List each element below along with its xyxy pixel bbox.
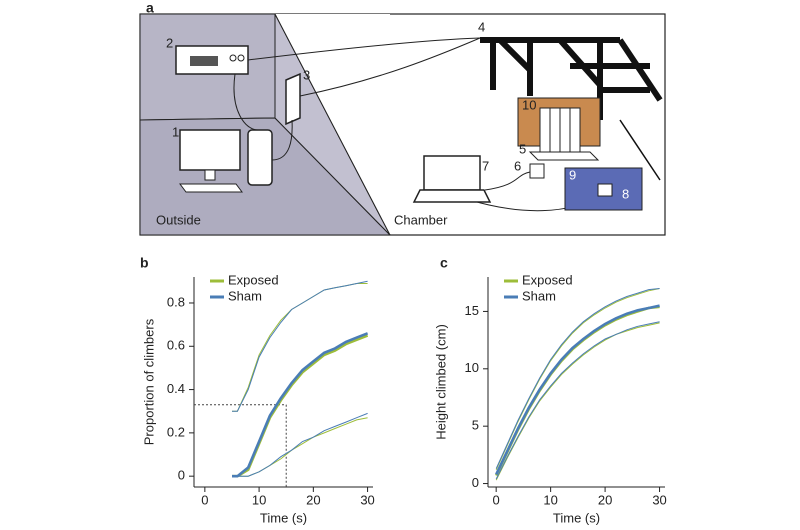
item-label: 7 — [482, 158, 489, 173]
item-label: 3 — [303, 67, 310, 82]
x-axis-label: Time (s) — [260, 510, 307, 525]
keyboard — [179, 183, 243, 193]
laptop-base — [412, 189, 492, 203]
legend-label: Exposed — [228, 272, 279, 287]
item-label: 6 — [514, 158, 521, 173]
x-axis-label: Time (s) — [553, 510, 600, 525]
x-tick-label: 0 — [201, 492, 208, 507]
item-label: 5 — [519, 141, 526, 156]
panel-label: a — [146, 0, 154, 16]
panel-label: b — [140, 255, 149, 271]
y-tick-label: 0.8 — [167, 294, 185, 309]
series-line — [495, 304, 660, 475]
x-tick-label: 30 — [360, 492, 374, 507]
legend-label: Sham — [228, 288, 262, 303]
amplifier — [285, 72, 301, 126]
x-tick-label: 0 — [493, 492, 500, 507]
y-tick-label: 0 — [178, 468, 185, 483]
generator-display — [190, 56, 218, 66]
wall-edge — [274, 13, 391, 236]
band-line — [495, 288, 660, 471]
knob — [237, 54, 245, 62]
y-tick-label: 0.4 — [167, 381, 185, 396]
y-tick-label: 0.2 — [167, 424, 185, 439]
x-tick-label: 10 — [252, 492, 266, 507]
tube-rack — [528, 107, 600, 161]
cable — [271, 119, 293, 161]
item-label: 9 — [569, 167, 576, 182]
series-line — [495, 305, 660, 477]
item-label: 2 — [166, 35, 173, 50]
y-tick-label: 0 — [472, 475, 479, 490]
panel-label: c — [440, 255, 448, 271]
cable — [484, 171, 531, 191]
x-tick-label: 20 — [306, 492, 320, 507]
cable — [299, 37, 481, 97]
pc-tower — [247, 129, 273, 186]
item-label: 4 — [478, 19, 485, 34]
y-axis-label: Height climbed (cm) — [433, 324, 448, 440]
series-line — [232, 332, 369, 478]
legend-label: Exposed — [522, 272, 573, 287]
cable — [233, 73, 259, 131]
y-tick-label: 5 — [472, 418, 479, 433]
chamber-edge — [619, 119, 661, 181]
band-line — [495, 321, 660, 480]
y-tick-label: 0.6 — [167, 338, 185, 353]
region-label: Chamber — [394, 212, 448, 227]
monitor — [179, 129, 241, 171]
knob — [229, 54, 237, 62]
legend-label: Sham — [522, 288, 556, 303]
band-line — [232, 412, 368, 477]
x-tick-label: 10 — [543, 492, 557, 507]
cable — [247, 37, 481, 61]
y-axis-label: Proportion of climbers — [141, 318, 156, 445]
x-tick-label: 20 — [598, 492, 612, 507]
item-label: 8 — [622, 186, 629, 201]
item-label: 10 — [522, 97, 536, 112]
sensor — [597, 183, 613, 197]
camera — [529, 163, 545, 179]
band-line — [232, 280, 368, 412]
y-tick-label: 10 — [465, 360, 479, 375]
setup-diagram: a 1 2 3 4 5 6 7 8 9 10 Outside Chamber — [139, 0, 666, 236]
region-label: Outside — [156, 212, 201, 227]
x-tick-label: 30 — [652, 492, 666, 507]
item-label: 1 — [172, 124, 179, 139]
band-line — [495, 288, 660, 469]
laptop-screen — [423, 155, 481, 191]
y-tick-label: 15 — [465, 303, 479, 318]
band-line — [232, 417, 368, 477]
monitor-stand — [204, 169, 216, 181]
band-line — [495, 322, 660, 481]
